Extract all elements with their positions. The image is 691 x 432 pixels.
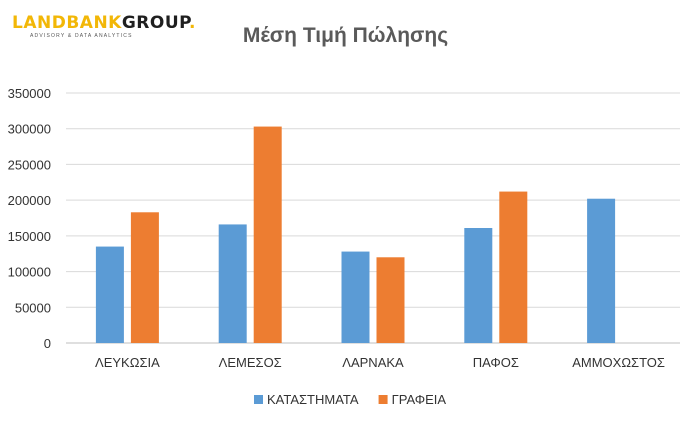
legend-label: ΓΡΑΦΕΙΑ xyxy=(392,392,447,407)
bar-offices xyxy=(130,212,159,343)
bar-shops xyxy=(218,224,247,343)
y-tick-label: 300000 xyxy=(8,122,51,137)
legend-label: ΚΑΤΑΣΤΗΜΑΤΑ xyxy=(267,392,359,407)
bar-shops xyxy=(587,198,616,343)
y-tick-label: 250000 xyxy=(8,157,51,172)
x-tick-label: ΠΑΦΟΣ xyxy=(473,355,519,370)
x-tick-label: ΛΑΡΝΑΚΑ xyxy=(342,355,404,370)
y-tick-label: 50000 xyxy=(15,300,51,315)
bar-offices xyxy=(499,191,528,343)
logo-tagline: ADVISORY & DATA ANALYTICS xyxy=(30,33,133,39)
y-tick-label: 350000 xyxy=(8,86,51,101)
y-tick-label: 200000 xyxy=(8,193,51,208)
x-tick-label: ΛΕΜΕΣΟΣ xyxy=(219,355,282,370)
logo: LANDBANKGROUP. ADVISORY & DATA ANALYTICS xyxy=(12,14,196,39)
bar-offices xyxy=(376,257,405,343)
x-tick-label: ΑΜΜΟΧΩΣΤΟΣ xyxy=(572,355,665,370)
bar-shops xyxy=(464,228,493,343)
chart-title: Μέση Τιμή Πώλησης xyxy=(242,24,449,47)
legend-swatch xyxy=(254,395,263,404)
logo-wordmark: LANDBANKGROUP. xyxy=(12,13,196,33)
y-tick-label: 100000 xyxy=(8,265,51,280)
x-tick-label: ΛΕΥΚΩΣΙΑ xyxy=(95,355,160,370)
bar-offices xyxy=(253,126,282,343)
y-tick-label: 150000 xyxy=(8,229,51,244)
bar-shops xyxy=(95,246,124,343)
bar-shops xyxy=(341,251,370,343)
legend-swatch xyxy=(378,395,388,404)
y-tick-label: 0 xyxy=(44,336,51,351)
